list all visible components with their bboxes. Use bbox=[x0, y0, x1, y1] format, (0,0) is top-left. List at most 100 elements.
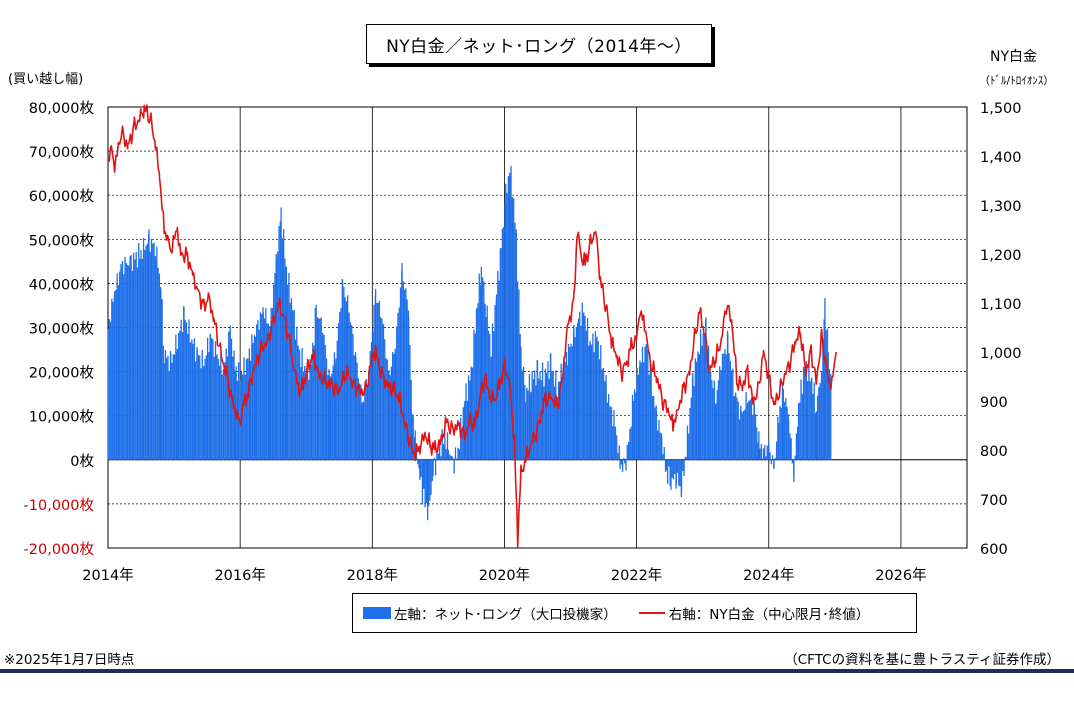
bar bbox=[430, 459, 432, 495]
left-tick-label: 0枚 bbox=[70, 453, 94, 470]
bar bbox=[809, 381, 811, 460]
bar bbox=[444, 437, 446, 460]
bar bbox=[535, 385, 537, 460]
bar bbox=[719, 366, 721, 460]
right-tick-label: 600 bbox=[980, 542, 1008, 558]
bar bbox=[565, 351, 568, 460]
bar bbox=[663, 447, 665, 460]
bar bbox=[450, 455, 452, 460]
bar bbox=[277, 251, 279, 460]
bar bbox=[328, 375, 331, 460]
bar bbox=[331, 373, 333, 460]
bar bbox=[701, 345, 703, 460]
bar bbox=[474, 333, 476, 460]
bar bbox=[138, 242, 140, 460]
bar bbox=[497, 270, 499, 460]
bar bbox=[195, 361, 197, 460]
bar bbox=[271, 308, 274, 460]
bar bbox=[273, 284, 275, 460]
bar bbox=[233, 350, 235, 460]
bar bbox=[630, 426, 632, 460]
bar bbox=[643, 362, 645, 460]
bar bbox=[452, 457, 454, 460]
bar bbox=[376, 302, 378, 460]
bar bbox=[513, 198, 515, 460]
bar bbox=[602, 371, 605, 460]
bar bbox=[713, 380, 716, 460]
bar bbox=[458, 449, 461, 460]
bar bbox=[825, 330, 827, 460]
left-axis-unit: (買い越し幅) bbox=[8, 72, 84, 87]
bar bbox=[736, 397, 738, 460]
bar bbox=[808, 361, 810, 460]
bar bbox=[309, 359, 311, 460]
left-tick-label: -10,000枚 bbox=[24, 497, 95, 514]
bar bbox=[346, 295, 349, 460]
bar bbox=[402, 281, 404, 460]
bar bbox=[648, 374, 650, 460]
footnote-date: ※2025年1月7日時点 bbox=[4, 652, 135, 668]
bar bbox=[814, 413, 817, 460]
bar bbox=[393, 353, 395, 460]
bar bbox=[325, 358, 328, 460]
bar bbox=[536, 360, 539, 460]
bar bbox=[377, 302, 379, 460]
bar bbox=[433, 457, 436, 460]
bar bbox=[735, 392, 737, 460]
bar bbox=[566, 364, 568, 460]
bar bbox=[720, 369, 722, 460]
bar bbox=[349, 322, 352, 460]
bar bbox=[733, 395, 736, 460]
bar bbox=[730, 370, 733, 460]
bar bbox=[797, 403, 800, 460]
bar bbox=[511, 197, 514, 460]
bar bbox=[175, 334, 177, 460]
legend: 左軸：ネット･ロング（大口投機家） 右軸：NY白金（中心限月･終値） bbox=[352, 593, 917, 633]
bar bbox=[140, 250, 142, 460]
bar bbox=[167, 355, 169, 460]
bar bbox=[596, 336, 598, 460]
bar bbox=[410, 379, 412, 460]
legend-bar-swatch bbox=[363, 607, 391, 619]
bar bbox=[717, 380, 720, 460]
bar bbox=[160, 289, 162, 460]
bar bbox=[218, 365, 221, 460]
bar bbox=[633, 389, 636, 460]
bar bbox=[226, 356, 229, 460]
bar bbox=[783, 402, 786, 460]
bar bbox=[662, 454, 664, 460]
bar bbox=[555, 370, 557, 460]
bar bbox=[275, 257, 278, 460]
bar bbox=[581, 302, 583, 460]
bar bbox=[281, 238, 284, 460]
bar bbox=[161, 299, 163, 460]
bar bbox=[293, 310, 295, 460]
bar bbox=[180, 319, 182, 460]
bar bbox=[153, 242, 155, 460]
bar bbox=[409, 344, 411, 460]
bar bbox=[617, 452, 619, 460]
bar bbox=[255, 336, 257, 460]
bar bbox=[221, 374, 223, 460]
bar bbox=[263, 318, 266, 460]
bar bbox=[669, 459, 671, 487]
bar bbox=[158, 273, 161, 460]
bar bbox=[756, 427, 758, 460]
bar bbox=[403, 289, 406, 460]
bar bbox=[417, 459, 419, 465]
legend-line-swatch bbox=[638, 612, 665, 614]
bar bbox=[700, 329, 702, 460]
bar bbox=[305, 375, 307, 460]
bar bbox=[802, 366, 805, 460]
bar bbox=[256, 324, 258, 460]
bar bbox=[130, 254, 132, 460]
bar bbox=[530, 391, 532, 460]
bar bbox=[284, 258, 286, 460]
bar-series bbox=[107, 166, 832, 521]
bar bbox=[183, 307, 185, 460]
bar bbox=[173, 354, 176, 460]
bar bbox=[119, 271, 121, 460]
right-tick-label: 1,300 bbox=[980, 199, 1022, 215]
bar bbox=[203, 365, 205, 460]
bar bbox=[437, 453, 440, 460]
